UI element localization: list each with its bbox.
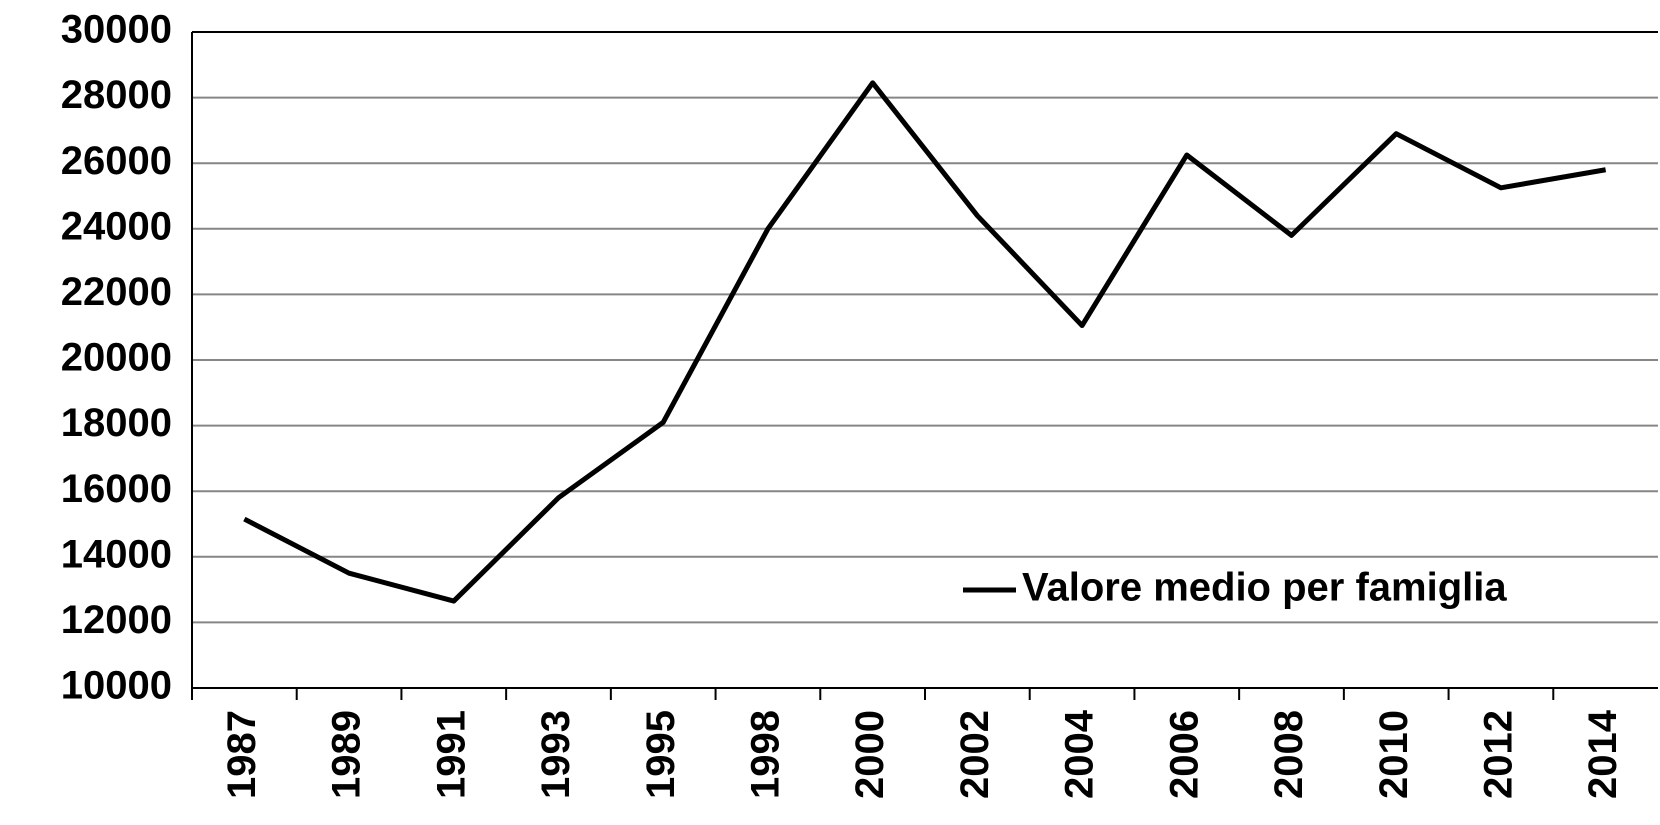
x-tick-label: 2014: [1581, 709, 1625, 799]
y-tick-label: 18000: [61, 401, 172, 445]
x-tick-label: 1998: [743, 710, 787, 799]
y-tick-label: 16000: [61, 467, 172, 511]
data-line: [243, 80, 1607, 604]
x-tick-label: 1995: [639, 710, 683, 799]
x-tick-label: 1993: [534, 710, 578, 799]
y-tick-label: 24000: [61, 204, 172, 248]
x-tick-label: 2000: [848, 710, 892, 799]
x-tick-label: 2008: [1267, 710, 1311, 799]
x-tick-label: 1987: [220, 710, 264, 799]
y-tick-label: 14000: [61, 532, 172, 576]
y-tick-label: 22000: [61, 270, 172, 314]
x-tick-label: 1989: [325, 710, 369, 799]
x-tick-label: 2004: [1058, 709, 1102, 799]
y-tick-label: 20000: [61, 336, 172, 380]
x-tick-label: 2002: [953, 710, 997, 799]
y-tick-label: 28000: [61, 73, 172, 117]
y-tick-label: 12000: [61, 598, 172, 642]
x-tick-label: 1991: [429, 710, 473, 799]
y-tick-label: 10000: [61, 664, 172, 708]
legend-label: Valore medio per famiglia: [1022, 566, 1507, 610]
x-tick-label: 2010: [1372, 710, 1416, 799]
y-tick-label: 30000: [61, 8, 172, 52]
y-tick-label: 26000: [61, 139, 172, 183]
x-tick-label: 2012: [1476, 710, 1520, 799]
x-tick-label: 2006: [1162, 710, 1206, 799]
